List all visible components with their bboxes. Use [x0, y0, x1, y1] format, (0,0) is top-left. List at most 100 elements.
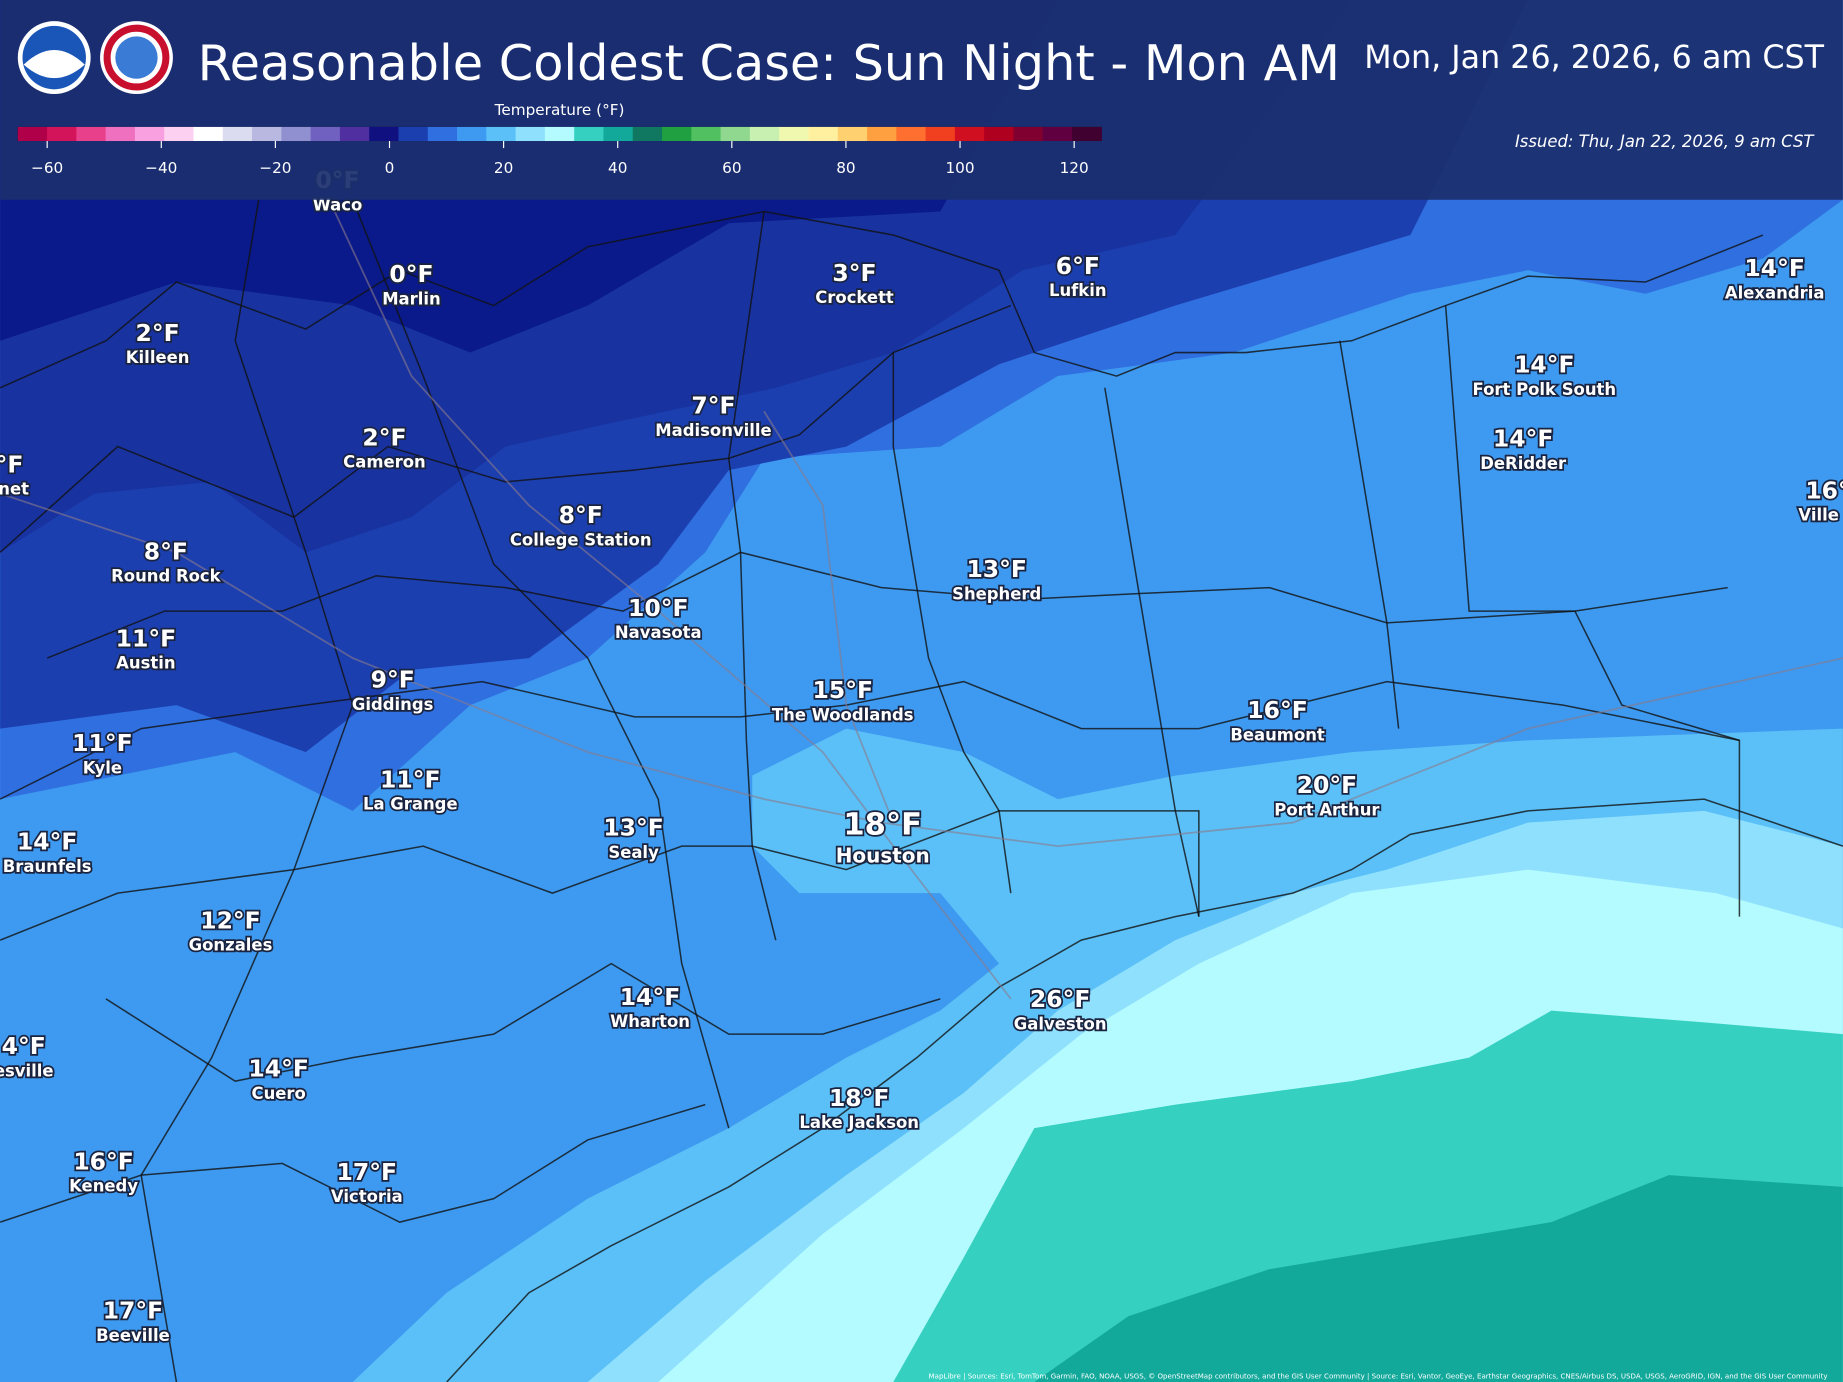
city-name: Alexandria [1725, 283, 1824, 302]
city-temp: 12°F [200, 906, 261, 934]
legend-tick-label: 0 [385, 159, 395, 177]
city-name: Marlin [382, 289, 441, 308]
color-bar [17, 126, 1102, 142]
title: Reasonable Coldest Case: Sun Night - Mon… [198, 34, 1340, 92]
color-swatch [252, 126, 282, 142]
color-swatch [398, 126, 429, 142]
color-swatch [164, 126, 195, 142]
legend-tick-label: 60 [722, 159, 741, 177]
city-name: Galveston [1014, 1014, 1107, 1033]
color-swatch [984, 126, 1015, 142]
color-swatch [17, 126, 48, 142]
color-swatch [867, 126, 897, 142]
city-name: Cameron [343, 453, 426, 472]
color-swatch [105, 126, 136, 142]
header: Reasonable Coldest Case: Sun Night - Mon… [0, 0, 1843, 200]
city-name: The Woodlands [772, 705, 914, 724]
color-swatch [310, 126, 341, 142]
city-name: Sealy [608, 843, 659, 862]
color-swatch [749, 126, 780, 142]
city-temp: 9°F [371, 665, 415, 693]
city-temp: 16° [1805, 476, 1843, 504]
city-temp: 20°F [1297, 771, 1358, 799]
legend-tick-label: 120 [1060, 159, 1089, 177]
city-name: Austin [116, 654, 175, 673]
city-temp: 14°F [1493, 425, 1554, 453]
city-name: Lake Jackson [799, 1113, 919, 1132]
color-swatch [134, 126, 165, 142]
color-swatch [632, 126, 663, 142]
color-swatch [544, 126, 575, 142]
color-swatch [76, 126, 107, 142]
city-temp: 11°F [116, 624, 177, 652]
color-swatch [339, 126, 370, 142]
city-temp: 6°F [1056, 252, 1100, 280]
city-temp: 0°F [389, 260, 433, 288]
legend-tick-label: 20 [494, 159, 513, 177]
city-name: Fort Polk South [1473, 380, 1617, 399]
city-name: esville [0, 1061, 54, 1080]
city-name: Victoria [331, 1187, 403, 1206]
city-name: DeRidder [1480, 454, 1567, 473]
color-swatch [1072, 126, 1102, 142]
color-swatch [193, 126, 224, 142]
color-swatch [662, 126, 692, 142]
color-swatch [603, 126, 634, 142]
city-temp: 2°F [362, 423, 406, 451]
city-name: Wharton [610, 1012, 690, 1031]
city-temp: 14°F [620, 983, 681, 1011]
issued-time: Issued: Thu, Jan 22, 2026, 9 am CST [1515, 132, 1815, 151]
city-name: Crockett [815, 288, 894, 307]
legend-ticks: −60 −40 −20 0 20 40 60 80 100 120 [31, 141, 1089, 177]
color-swatch [486, 126, 517, 142]
legend-title: Temperature (°F) [494, 101, 625, 119]
city-temp: 14°F [1744, 254, 1805, 282]
city-name: Lufkin [1049, 281, 1107, 300]
county-lines [0, 199, 1843, 1382]
city-temp: 17°F [337, 1158, 398, 1186]
color-swatch [222, 126, 253, 142]
city-name: Madisonville [655, 421, 771, 440]
city-name: Braunfels [3, 857, 92, 876]
city-temp: 8°F [144, 537, 188, 565]
city-temp: 16°F [1247, 696, 1308, 724]
color-swatch [47, 126, 77, 142]
city-name: Ville P [1798, 506, 1843, 525]
color-swatch [779, 126, 810, 142]
city-name: Kyle [83, 758, 122, 777]
city-temp: 13°F [603, 814, 664, 842]
color-swatch [1042, 126, 1073, 142]
color-swatch [515, 126, 546, 142]
city-name: Beaumont [1230, 725, 1325, 744]
legend-tick-label: −40 [145, 159, 177, 177]
city-name: La Grange [363, 795, 458, 814]
color-swatch [925, 126, 956, 142]
color-swatch [369, 126, 400, 142]
legend-tick-label: 100 [945, 159, 974, 177]
city-name: Cuero [252, 1084, 306, 1103]
city-temp: 11°F [72, 729, 133, 757]
city-temp: 14°F [17, 828, 78, 856]
legend-tick-label: 40 [608, 159, 627, 177]
color-swatch [691, 126, 722, 142]
color-swatch [281, 126, 312, 142]
city-temp: 13°F [966, 555, 1027, 583]
city-name: Kenedy [69, 1177, 138, 1196]
city-name: Port Arthur [1274, 801, 1380, 820]
city-temp: 26°F [1030, 985, 1091, 1013]
city-name: Gonzales [189, 936, 273, 955]
city-temp: °F [0, 450, 23, 478]
city-name: Killeen [126, 348, 190, 367]
city-name: Houston [836, 844, 930, 868]
city-name: Shepherd [952, 584, 1041, 603]
color-swatch [720, 126, 751, 142]
color-swatch [574, 126, 605, 142]
city-temp: 3°F [832, 259, 876, 287]
city-temp: 11°F [380, 765, 441, 793]
city-temp: 8°F [559, 501, 603, 529]
attribution: MapLibre | Sources: Esri, TomTom, Garmin… [929, 1371, 1828, 1380]
city-name: Giddings [352, 695, 434, 714]
color-swatch [896, 126, 927, 142]
